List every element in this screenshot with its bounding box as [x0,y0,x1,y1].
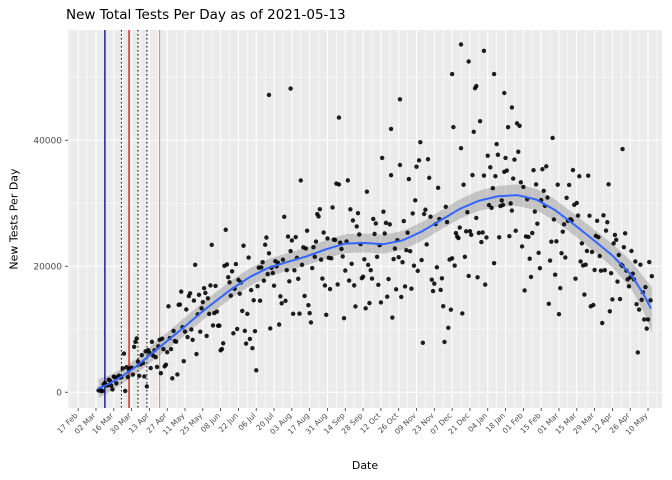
x-axis-title: Date [351,459,379,472]
event-lines [104,30,161,408]
trend-line [97,194,652,390]
svg-text:06 Jul: 06 Jul [236,411,257,432]
gridlines [68,30,662,408]
svg-text:20000: 20000 [33,262,62,272]
svg-text:0: 0 [56,388,62,398]
y-axis-labels: 0 20000 40000 [33,136,62,398]
axis-ticks [65,139,649,411]
svg-text:40000: 40000 [33,136,62,146]
svg-text:22 Jun: 22 Jun [217,411,240,434]
chart-title: New Total Tests Per Day as of 2021-05-13 [66,7,346,23]
